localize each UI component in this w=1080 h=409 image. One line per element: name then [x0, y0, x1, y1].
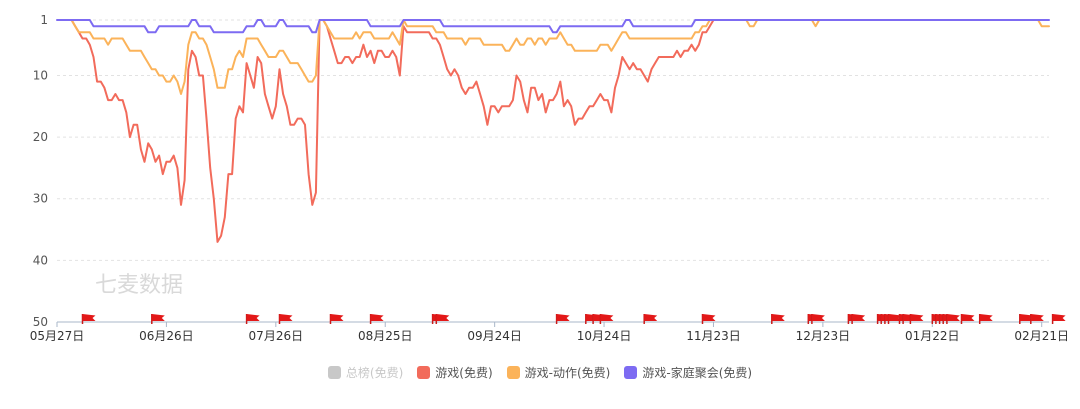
- flag-icon: [644, 314, 658, 321]
- event-flag[interactable]: [909, 314, 924, 324]
- legend-label: 总榜(免费): [345, 365, 404, 380]
- flag-icon: [811, 314, 825, 321]
- x-tick-label: 12月23日: [796, 329, 851, 343]
- legend-item-1[interactable]: 游戏(免费): [417, 364, 493, 381]
- event-flag[interactable]: [369, 314, 384, 324]
- event-flag[interactable]: [81, 314, 96, 324]
- event-flag[interactable]: [887, 314, 902, 324]
- legend-swatch: [327, 365, 341, 379]
- event-flag[interactable]: [946, 314, 960, 324]
- event-flag[interactable]: [151, 314, 165, 324]
- y-tick-label: 10: [33, 68, 48, 82]
- legend-label: 游戏-动作(免费): [524, 365, 611, 380]
- event-flag[interactable]: [1019, 314, 1033, 324]
- flag-icon: [279, 314, 293, 321]
- x-tick-label: 05月27日: [30, 329, 85, 343]
- legend-label: 游戏-家庭聚会(免费): [642, 365, 753, 380]
- event-flag[interactable]: [1051, 314, 1066, 324]
- event-flag[interactable]: [960, 314, 975, 324]
- legend-swatch: [417, 365, 431, 379]
- x-tick-label: 06月26日: [139, 329, 194, 343]
- event-flag[interactable]: [555, 314, 570, 324]
- flag-icon: [151, 314, 165, 321]
- x-tick-label: 02月21日: [1014, 329, 1069, 343]
- y-tick-label: 50: [33, 315, 48, 329]
- flag-icon: [1052, 314, 1066, 321]
- event-flag[interactable]: [643, 314, 658, 324]
- series-line-1: [70, 19, 715, 243]
- legend-item-2[interactable]: 游戏-动作(免费): [506, 364, 611, 381]
- event-flag[interactable]: [1030, 314, 1044, 324]
- y-tick-label: 30: [33, 192, 48, 206]
- y-tick-label: 20: [33, 130, 48, 144]
- event-flag[interactable]: [701, 314, 716, 324]
- x-tick-label: 01月22日: [905, 329, 960, 343]
- event-flag[interactable]: [851, 314, 866, 324]
- x-tick-label: 11月23日: [686, 329, 741, 343]
- event-flag[interactable]: [599, 314, 614, 324]
- event-flag[interactable]: [278, 314, 293, 324]
- event-flags[interactable]: [81, 314, 1066, 324]
- flag-icon: [946, 314, 960, 321]
- legend-item-0[interactable]: 总榜(免费): [327, 364, 404, 381]
- y-tick-label: 1: [40, 13, 48, 27]
- flag-icon: [979, 314, 993, 321]
- x-tick-label: 07月26日: [249, 329, 304, 343]
- x-tick-label: 10月24日: [577, 329, 632, 343]
- x-tick-label: 09月24日: [467, 329, 522, 343]
- flag-icon: [600, 314, 614, 321]
- series-line-3: [56, 19, 1050, 34]
- flag-icon: [1030, 314, 1044, 321]
- flag-icon: [556, 314, 570, 321]
- event-flag[interactable]: [329, 314, 344, 324]
- y-axis: 1 10 20 30 40 50: [33, 13, 48, 329]
- flag-icon: [852, 314, 866, 321]
- event-flag[interactable]: [435, 314, 450, 324]
- event-flag[interactable]: [978, 314, 993, 324]
- watermark: 七麦数据: [95, 273, 183, 298]
- legend-swatch: [624, 365, 638, 379]
- legend: 总榜(免费) 游戏(免费) 游戏-动作(免费) 游戏-家庭聚会(免费): [0, 362, 1080, 382]
- y-tick-label: 40: [33, 253, 48, 267]
- flag-icon: [771, 314, 785, 321]
- flag-icon: [961, 314, 975, 321]
- event-flag[interactable]: [245, 314, 260, 324]
- x-axis: 05月27日 06月26日 07月26日 08月25日 09月24日 10月24日 11月2…: [30, 321, 1069, 343]
- flag-icon: [82, 314, 96, 321]
- flag-icon: [330, 314, 344, 321]
- flag-icon: [702, 314, 716, 321]
- flag-icon: [370, 314, 384, 321]
- x-tick-label: 08月25日: [358, 329, 413, 343]
- legend-label: 游戏(免费): [435, 365, 493, 380]
- flag-icon: [436, 314, 450, 321]
- event-flag[interactable]: [771, 314, 785, 324]
- flag-icon: [888, 314, 902, 321]
- event-flag[interactable]: [811, 314, 825, 324]
- grid-lines: [57, 19, 1049, 261]
- flag-icon: [246, 314, 260, 321]
- series-lines: [56, 19, 1050, 243]
- legend-swatch: [506, 365, 520, 379]
- flag-icon: [910, 314, 924, 321]
- flag-icon: [1019, 314, 1033, 321]
- legend-item-3[interactable]: 游戏-家庭聚会(免费): [624, 364, 752, 381]
